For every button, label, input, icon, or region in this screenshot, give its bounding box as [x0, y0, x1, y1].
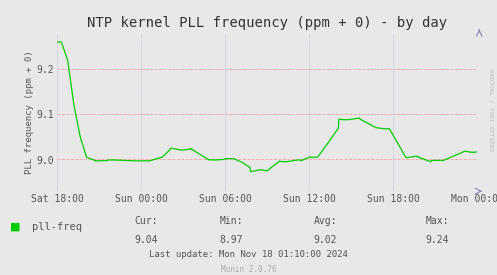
Y-axis label: PLL frequency (ppm + 0): PLL frequency (ppm + 0) [25, 50, 34, 174]
Text: Last update: Mon Nov 18 01:10:00 2024: Last update: Mon Nov 18 01:10:00 2024 [149, 250, 348, 259]
Text: Cur:: Cur: [135, 216, 159, 226]
Text: 9.04: 9.04 [135, 235, 159, 245]
Text: Max:: Max: [425, 216, 449, 226]
Text: 8.97: 8.97 [219, 235, 243, 245]
Text: Min:: Min: [219, 216, 243, 226]
Text: pll-freq: pll-freq [32, 222, 83, 232]
Text: 9.24: 9.24 [425, 235, 449, 245]
Text: 9.02: 9.02 [314, 235, 337, 245]
Text: ■: ■ [10, 222, 20, 232]
Text: Munin 2.0.76: Munin 2.0.76 [221, 265, 276, 274]
Title: NTP kernel PLL frequency (ppm + 0) - by day: NTP kernel PLL frequency (ppm + 0) - by … [87, 16, 447, 31]
Text: RRDTOOL / TOBI OETIKER: RRDTOOL / TOBI OETIKER [488, 69, 493, 151]
Text: Avg:: Avg: [314, 216, 337, 226]
